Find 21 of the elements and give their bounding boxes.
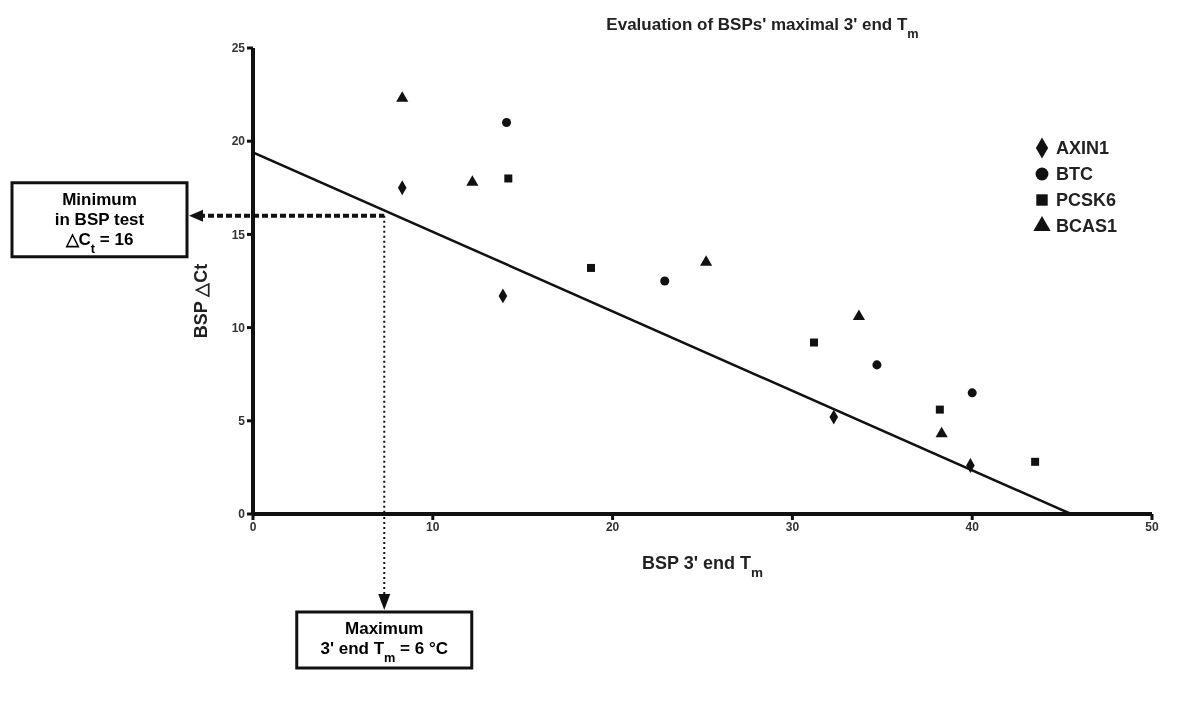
- x-tick-label: 10: [426, 519, 440, 534]
- legend-label: PCSK6: [1056, 190, 1117, 210]
- legend-label: BCAS1: [1056, 216, 1118, 236]
- y-tick-label: 15: [231, 227, 246, 242]
- text: Maximum 3' end T$_{m}$ = 6 °C: [320, 619, 449, 665]
- y-tick-label: 5: [238, 414, 246, 429]
- y-tick-label: 0: [238, 507, 246, 522]
- x-tick-label: 0: [249, 519, 257, 534]
- x-axis-title: BSP 3' end T$_{m}$: [642, 553, 763, 580]
- text: Minimum in BSP test △C$_{t}$ = 16: [54, 189, 145, 256]
- x-tick-label: 30: [785, 519, 800, 534]
- y-tick-label: 25: [231, 41, 246, 56]
- chart-title: Evaluation of BSPs' maximal 3' end T$_{m}$: [606, 15, 919, 41]
- x-tick-label: 50: [1145, 519, 1159, 534]
- legend-label: BTC: [1056, 164, 1093, 184]
- y-axis-title: BSP △Ct: [191, 263, 211, 339]
- x-tick-label: 40: [965, 519, 980, 534]
- x-tick-label: 20: [605, 519, 620, 534]
- y-tick-label: 20: [231, 134, 246, 149]
- y-tick-label: 10: [231, 320, 246, 335]
- legend-label: AXIN1: [1056, 138, 1110, 158]
